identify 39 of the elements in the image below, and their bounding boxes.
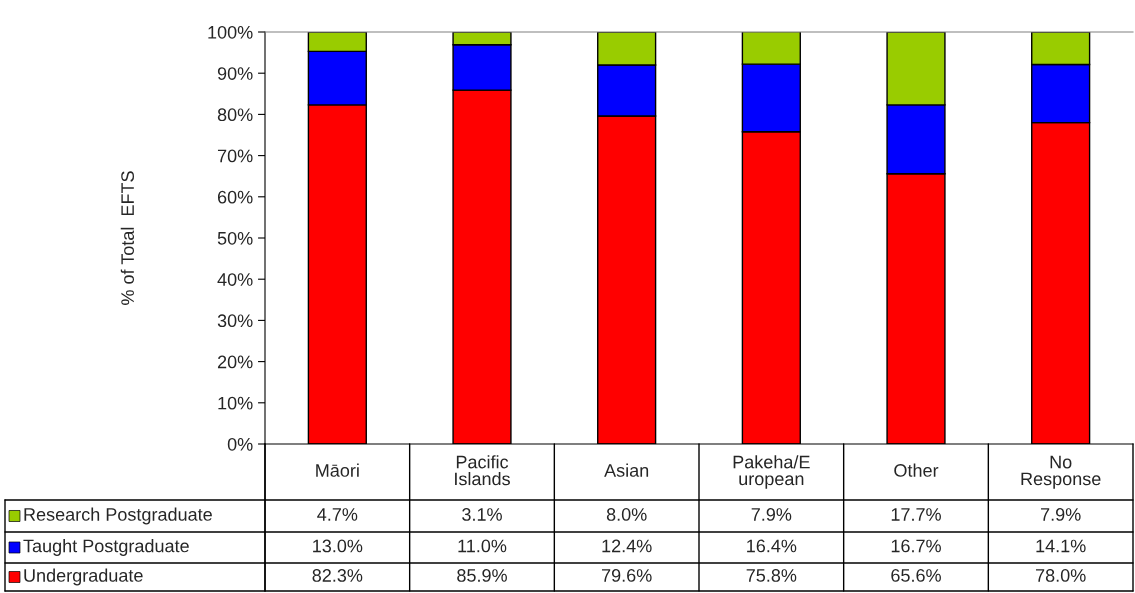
data-label: 82.3% <box>312 569 363 582</box>
data-label: 7.9% <box>1041 508 1081 521</box>
legend-label: Undergraduate <box>24 568 143 586</box>
data-label: 79.6% <box>602 569 652 582</box>
data-label: 16.7% <box>891 539 941 553</box>
y-tick-label: 60% <box>217 190 253 204</box>
y-tick-label: 70% <box>217 149 253 163</box>
data-label: 78.0% <box>1036 569 1086 582</box>
x-tick-label: Pakeha/E uropean <box>733 455 810 489</box>
y-tick-label: 20% <box>217 355 253 369</box>
y-axis-title: % of Total EFTS <box>120 171 134 305</box>
y-tick-label: 50% <box>217 231 253 245</box>
data-label: 7.9% <box>751 508 792 521</box>
data-label: 8.0% <box>606 508 647 521</box>
y-tick-label: 0% <box>227 437 253 451</box>
y-tick-label: 40% <box>217 273 253 286</box>
data-label: 13.0% <box>313 539 363 553</box>
x-tick-label: Other <box>894 463 939 477</box>
data-label: 17.7% <box>891 508 941 521</box>
y-tick-label: 80% <box>217 108 253 122</box>
data-label: 4.7% <box>317 508 358 521</box>
data-label: 14.1% <box>1036 539 1086 553</box>
data-label: 11.0% <box>458 539 507 553</box>
x-tick-label: Asian <box>604 463 649 477</box>
data-label: 85.9% <box>457 569 507 582</box>
legend-label: Taught Postgraduate <box>23 539 189 556</box>
data-label: 65.6% <box>891 569 941 582</box>
data-label: 75.8% <box>746 569 797 582</box>
legend-label: Research Postgraduate <box>24 507 212 525</box>
x-tick-label: Māori <box>316 463 359 477</box>
x-tick-label: No Response <box>1021 455 1101 489</box>
y-tick-label: 100% <box>208 25 253 39</box>
data-label: 3.1% <box>462 508 502 521</box>
x-tick-label: Pacific Islands <box>455 455 510 486</box>
data-label: 12.4% <box>602 539 652 553</box>
y-tick-label: 10% <box>218 396 253 410</box>
y-tick-label: 90% <box>217 67 253 80</box>
data-label: 16.4% <box>747 539 797 553</box>
y-tick-label: 30% <box>217 314 253 328</box>
